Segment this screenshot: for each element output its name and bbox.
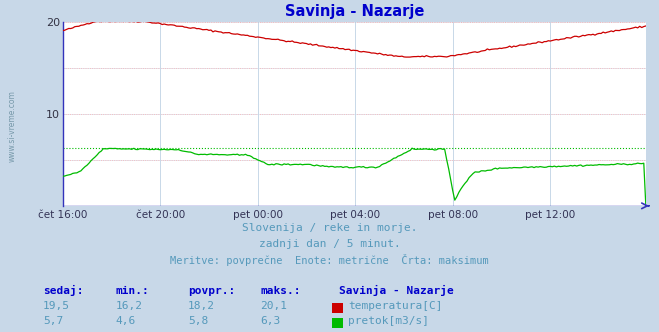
Text: maks.:: maks.: <box>260 286 301 296</box>
Text: Meritve: povprečne  Enote: metrične  Črta: maksimum: Meritve: povprečne Enote: metrične Črta:… <box>170 254 489 266</box>
Text: 5,7: 5,7 <box>43 316 63 326</box>
Text: sedaj:: sedaj: <box>43 285 83 296</box>
Text: 6,3: 6,3 <box>260 316 281 326</box>
Text: povpr.:: povpr.: <box>188 286 235 296</box>
Text: Slovenija / reke in morje.: Slovenija / reke in morje. <box>242 223 417 233</box>
Text: pretok[m3/s]: pretok[m3/s] <box>348 316 429 326</box>
Text: 16,2: 16,2 <box>115 301 142 311</box>
Text: Savinja - Nazarje: Savinja - Nazarje <box>339 285 454 296</box>
Text: temperatura[C]: temperatura[C] <box>348 301 442 311</box>
Text: min.:: min.: <box>115 286 149 296</box>
Title: Savinja - Nazarje: Savinja - Nazarje <box>285 4 424 19</box>
Text: 20,1: 20,1 <box>260 301 287 311</box>
Text: www.si-vreme.com: www.si-vreme.com <box>8 90 17 162</box>
Text: 5,8: 5,8 <box>188 316 208 326</box>
Text: zadnji dan / 5 minut.: zadnji dan / 5 minut. <box>258 239 401 249</box>
Text: 19,5: 19,5 <box>43 301 70 311</box>
Text: 18,2: 18,2 <box>188 301 215 311</box>
Text: 4,6: 4,6 <box>115 316 136 326</box>
